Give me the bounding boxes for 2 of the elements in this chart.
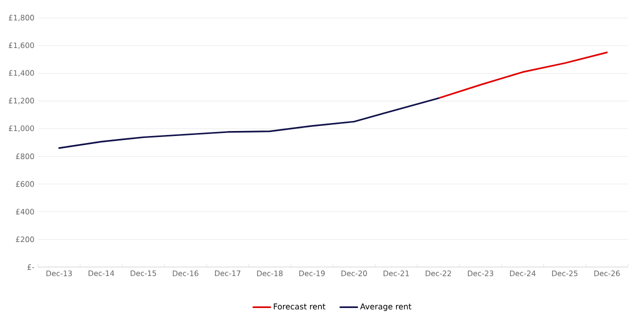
line-series [438,52,608,100]
line-series [58,97,440,149]
